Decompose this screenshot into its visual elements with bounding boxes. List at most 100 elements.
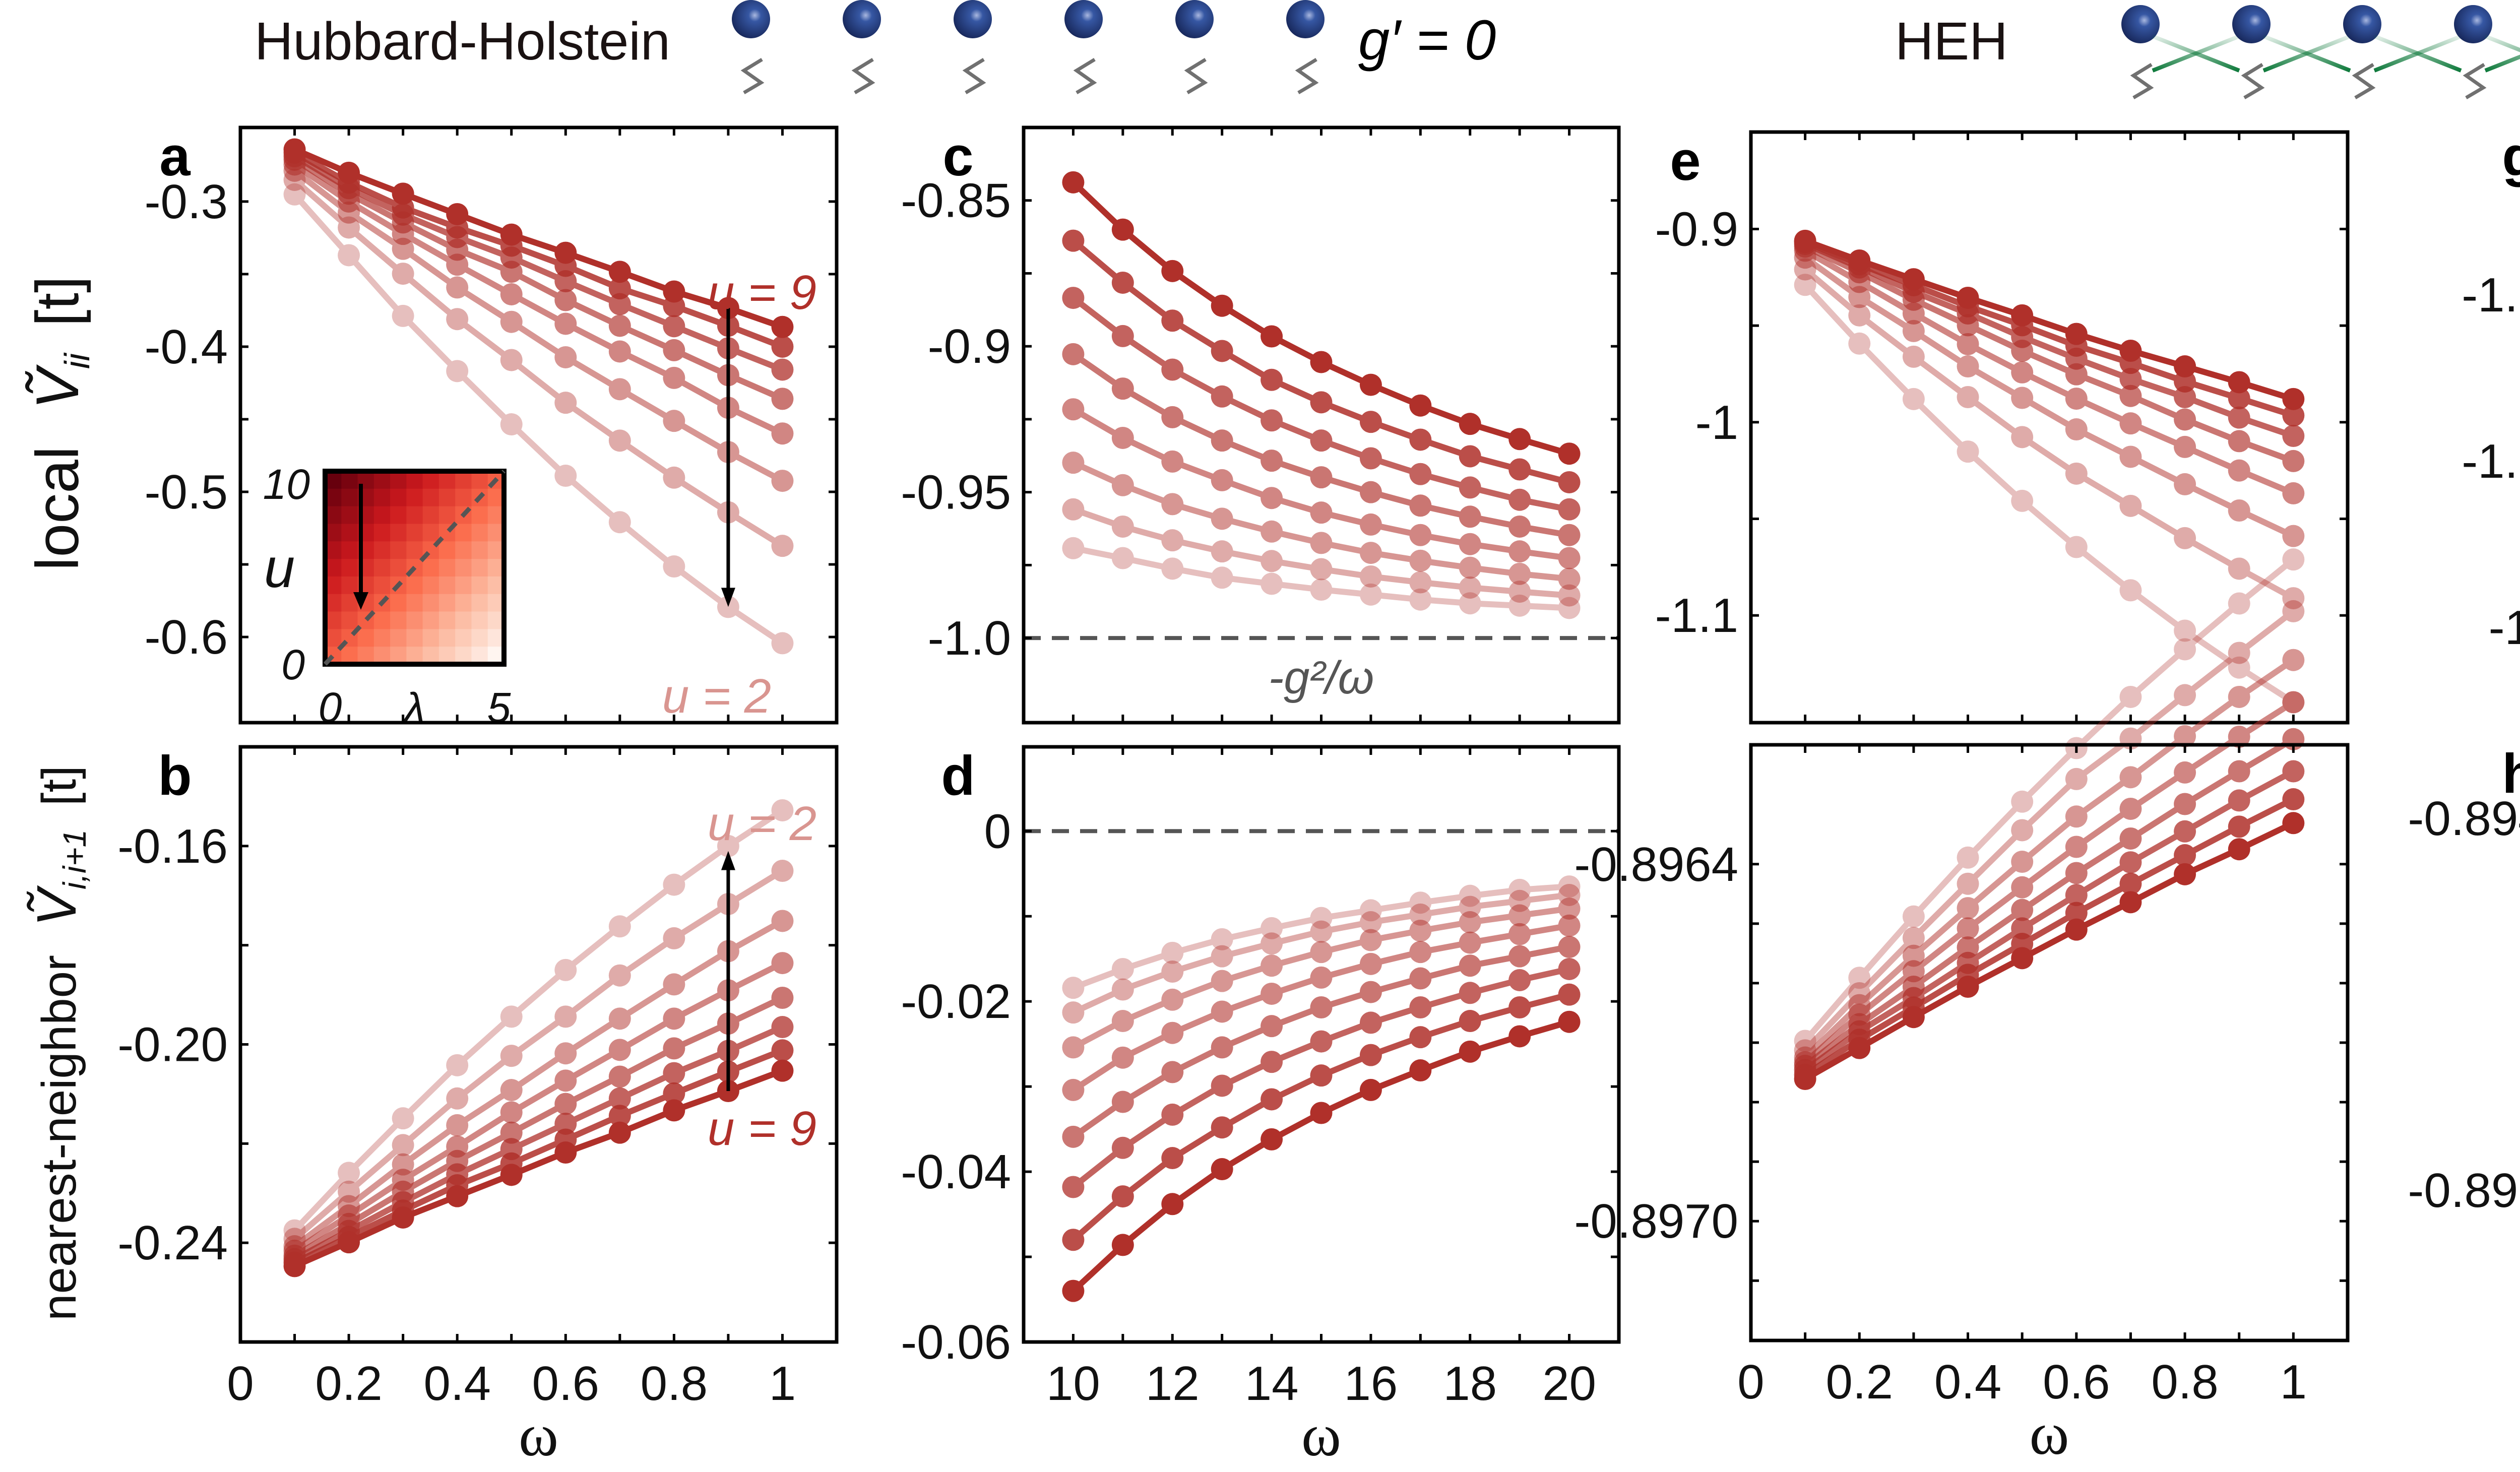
coupling-label-left: g′ = 0 <box>1358 9 1496 72</box>
heatmap-cell <box>471 576 488 595</box>
series-line <box>1072 892 1570 1015</box>
data-point <box>1957 917 1979 940</box>
site-icon <box>954 0 992 38</box>
data-point <box>2228 499 2250 522</box>
data-point <box>1794 1068 1816 1091</box>
data-point <box>2065 418 2088 441</box>
data-point <box>663 873 685 896</box>
series-u3 <box>1062 883 1581 1024</box>
data-point <box>2119 891 2142 914</box>
data-point <box>2065 902 2088 924</box>
data-point <box>1211 1036 1233 1059</box>
series-line <box>1803 736 2295 1068</box>
x-tick-label: 0 <box>227 1357 254 1411</box>
data-point <box>1111 218 1134 241</box>
data-point <box>1261 450 1283 472</box>
data-point <box>1359 542 1382 564</box>
data-point <box>2282 691 2305 714</box>
data-point <box>2119 766 2142 789</box>
data-point <box>2228 760 2250 783</box>
data-point <box>771 799 794 821</box>
data-point <box>2011 947 2034 970</box>
data-point <box>1111 957 1134 980</box>
data-point <box>1957 897 1979 920</box>
heatmap-cell <box>341 488 358 507</box>
heatmap-cell <box>406 541 423 559</box>
series-u2 <box>1062 875 1581 999</box>
data-point <box>2174 863 2196 885</box>
heatmap-cell <box>390 611 407 629</box>
data-point <box>608 340 631 363</box>
series-u4 <box>1062 452 1581 590</box>
data-point <box>717 835 739 857</box>
data-point <box>1359 899 1382 922</box>
data-point <box>1508 562 1531 585</box>
data-point <box>771 1039 794 1062</box>
data-point <box>1161 529 1184 552</box>
data-point <box>663 555 685 578</box>
data-point <box>2119 412 2142 435</box>
data-point <box>2228 406 2250 429</box>
data-point <box>1310 1102 1333 1124</box>
data-point <box>283 1255 306 1277</box>
series-u5 <box>283 952 794 1262</box>
data-point <box>1359 565 1382 588</box>
heatmap-cell <box>438 541 456 559</box>
heatmap-cell <box>422 471 439 489</box>
data-point <box>1957 386 1979 409</box>
x-tick-label: 0.2 <box>1826 1355 1893 1409</box>
heatmap-cell <box>373 647 391 665</box>
data-point <box>608 378 631 401</box>
data-point <box>554 958 577 981</box>
panel-letter: h <box>2502 743 2520 805</box>
data-point <box>2011 917 2034 940</box>
data-point <box>608 429 631 452</box>
data-point <box>1111 1136 1134 1159</box>
series-line <box>1072 883 1570 991</box>
heatmap-cell <box>438 647 456 665</box>
series-line <box>293 960 784 1253</box>
axes-frame <box>1749 130 2350 725</box>
data-point <box>2119 797 2142 820</box>
x-tick-label: 10 <box>1046 1357 1100 1411</box>
data-point <box>446 1185 469 1207</box>
data-point <box>554 392 577 414</box>
heatmap-cell <box>471 559 488 577</box>
data-point <box>2065 767 2088 790</box>
data-point <box>1508 923 1531 945</box>
data-point <box>1508 996 1531 1019</box>
data-point <box>1310 558 1333 581</box>
data-point <box>608 511 631 534</box>
series-line <box>292 868 784 1241</box>
y-tick-label: -0.16 <box>117 819 228 873</box>
data-point <box>663 973 685 996</box>
data-point <box>2065 918 2088 941</box>
data-point <box>663 315 685 338</box>
data-point <box>2011 790 2034 813</box>
data-point <box>1409 967 1432 990</box>
data-point <box>392 1153 414 1176</box>
heatmap-cell <box>422 629 439 647</box>
data-point <box>554 1069 577 1092</box>
data-point <box>500 310 523 333</box>
data-point <box>446 360 469 382</box>
series-u8 <box>1062 983 1581 1251</box>
heatmap-cell <box>390 594 407 612</box>
data-point <box>1111 271 1134 294</box>
heatmap-cell <box>341 506 358 525</box>
data-point <box>2011 899 2034 921</box>
heatmap-cell <box>373 576 391 595</box>
inset-arrow-head-icon <box>353 592 368 610</box>
series-line <box>1071 1018 1570 1294</box>
data-point <box>1359 1044 1382 1066</box>
site-icon <box>2454 5 2492 43</box>
data-point <box>1359 981 1382 1003</box>
series-line <box>1803 657 2295 1060</box>
data-point <box>2174 820 2196 843</box>
heatmap-cell <box>325 611 342 629</box>
series-u3 <box>283 168 794 557</box>
heatmap-cell <box>438 629 456 647</box>
series-line <box>1803 267 2295 601</box>
data-point <box>1359 1011 1382 1034</box>
